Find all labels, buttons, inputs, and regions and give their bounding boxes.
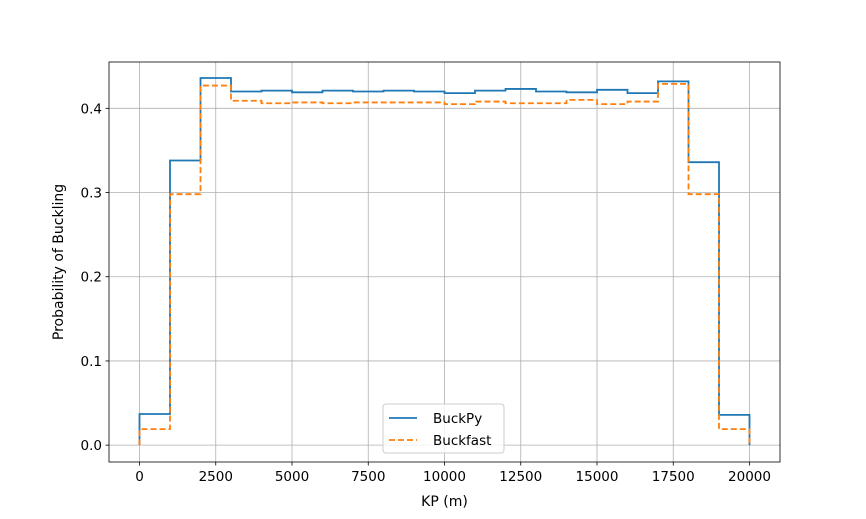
y-axis-label: Probability of Buckling — [51, 184, 67, 340]
x-tick-label: 15000 — [576, 469, 619, 485]
y-tick-label: 0.4 — [81, 101, 102, 117]
x-tick-label: 2500 — [199, 469, 233, 485]
legend-label-buckfast: Buckfast — [433, 433, 491, 449]
y-tick-label: 0.3 — [81, 186, 102, 202]
x-tick-label: 7500 — [351, 469, 385, 485]
ticks: 0 2500 5000 7500 10000 12500 15000 17500 20000 0.… — [81, 101, 771, 485]
legend-label-buckpy: BuckPy — [433, 411, 482, 427]
y-tick-label: 0.2 — [81, 270, 102, 286]
y-tick-label: 0.1 — [81, 354, 102, 370]
y-tick-label: 0.0 — [81, 438, 102, 454]
x-axis-label: KP (m) — [421, 494, 468, 510]
x-tick-label: 0 — [135, 469, 144, 485]
axes-frame — [108, 61, 781, 463]
x-tick-label: 20000 — [728, 469, 771, 485]
x-tick-label: 12500 — [499, 469, 542, 485]
x-tick-label: 17500 — [652, 469, 695, 485]
series-buckfast-line — [138, 82, 751, 446]
x-tick-label: 10000 — [423, 469, 466, 485]
grid — [109, 62, 780, 462]
legend-box — [382, 403, 505, 454]
x-tick-label: 5000 — [275, 469, 309, 485]
series-lines — [138, 77, 751, 446]
legend: BuckPy Buckfast — [382, 403, 505, 454]
